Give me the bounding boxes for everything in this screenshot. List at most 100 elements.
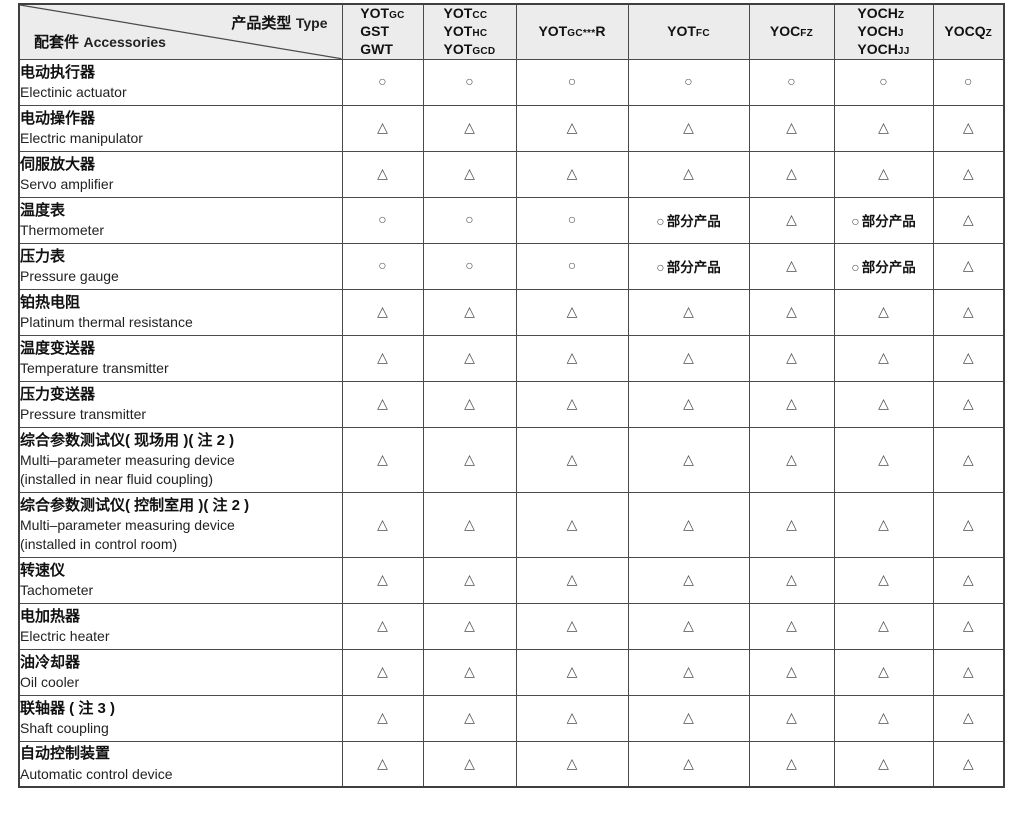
cell-triangle: △ [833,694,934,742]
cell-triangle: △ [627,602,750,650]
row-label: 油冷却器 Oil cooler [18,648,343,696]
partial-products-label: 部分产品 [666,213,721,229]
model-name-segment: YOT [443,22,473,39]
cell-triangle: △ [341,556,424,604]
row-label-en: Thermometer [20,221,105,238]
circle-symbol: ○ [567,211,577,228]
cell-circle: ○ [515,242,629,290]
model-name-segment: YOCH [857,22,898,39]
cell-triangle: △ [422,334,517,382]
cell-triangle: △ [833,740,934,788]
triangle-symbol: △ [566,617,578,634]
row-label-en: (installed in near fluid coupling) [20,470,213,487]
row-label-zh: 电动操作器 [20,109,96,127]
triangle-symbol: △ [786,211,797,228]
row-label: 压力变送器 Pressure transmitter [18,380,343,428]
triangle-symbol: △ [878,395,889,412]
cell-circle: ○ [422,196,517,244]
triangle-symbol: △ [377,349,388,366]
cell-triangle: △ [515,694,629,742]
row-label-en: Electric heater [20,627,110,644]
cell-triangle: △ [341,426,424,493]
cell-triangle: △ [422,648,517,696]
circle-symbol: ○ [851,258,860,275]
row-label-zh: 油冷却器 [20,653,81,671]
cell-triangle: △ [627,104,750,152]
model-name-segment: FC [695,27,710,39]
triangle-symbol: △ [962,119,974,136]
triangle-symbol: △ [962,450,974,467]
cell-triangle: △ [932,648,1005,696]
row-label: 综合参数测试仪( 控制室用 )( 注 2 ) Multi–parameter me… [18,491,343,558]
cell-triangle: △ [932,334,1005,382]
model-name-segment: HC [472,27,488,39]
row-label-en: Servo amplifier [20,175,114,192]
model-name-segment: GC [567,27,583,39]
table-row: 温度变送器 Temperature transmitter △ △ △ △ △ △ △ [18,334,1005,382]
model-name: YOCFZ [770,23,813,41]
triangle-symbol: △ [464,349,475,366]
model-name-segment: CC [472,10,488,21]
model-name: YOTHC [444,23,488,41]
row-label-zh: 联轴器 ( 注 3 ) [20,699,116,717]
accessories-header-en: Accessories [83,33,166,50]
cell-triangle: △ [748,602,835,650]
triangle-symbol: △ [962,303,974,320]
model-name-segment: YOCH [857,5,898,21]
row-label: 电动执行器 Electinic actuator [18,58,343,106]
diagonal-divider-line [20,5,342,59]
cell-triangle: △ [932,288,1005,336]
column-header-yotcc-yothc-yotgcd: YOTCC YOTHC YOT GCD [422,3,517,60]
product-type-header-zh: 产品类型 [231,15,292,32]
cell-triangle: △ [422,380,517,428]
cell-circle: ○ [515,58,629,106]
cell-triangle: △ [748,242,835,290]
table-row: 温度表 Thermometer ○ ○ ○ ○ 部分产品 △ ○ 部分产品 △ [18,196,1005,244]
row-label-zh: 温度变送器 [20,339,96,357]
table-body: 电动执行器 Electinic actuator ○ ○ ○ ○ ○ ○ ○ 电动操作器 Elect… [18,58,1005,788]
corner-header-cell: 产品类型 Type 配套件 Accessories [18,3,343,60]
triangle-symbol: △ [962,515,974,532]
model-name-segment: YOCH [857,40,898,57]
cell-triangle: △ [515,426,629,493]
cell-triangle: △ [515,334,629,382]
circle-symbol: ○ [465,211,474,228]
cell-triangle: △ [422,602,517,650]
circle-symbol: ○ [378,257,387,274]
cell-triangle: △ [515,491,629,558]
cell-triangle: △ [833,104,934,152]
triangle-symbol: △ [566,515,578,532]
triangle-symbol: △ [377,165,388,182]
triangle-symbol: △ [878,663,889,680]
triangle-symbol: △ [878,349,889,366]
triangle-symbol: △ [377,571,388,588]
cell-circle-partial: ○ 部分产品 [627,242,750,290]
triangle-symbol: △ [683,349,694,366]
column-header-yocfz: YOCFZ [748,3,835,60]
cell-triangle: △ [748,426,835,493]
cell-triangle: △ [833,288,934,336]
model-name-segment: GCD [472,45,496,57]
row-label-zh: 综合参数测试仪( 控制室用 )( 注 2 ) [20,496,250,514]
column-header-yocqz: YOCQZ [932,3,1005,60]
model-name: GST [360,23,389,41]
triangle-symbol: △ [377,709,388,726]
triangle-symbol: △ [878,515,889,532]
triangle-symbol: △ [683,119,694,136]
row-label-zh: 压力表 [20,247,66,265]
triangle-symbol: △ [786,663,797,680]
circle-symbol: ○ [879,73,888,90]
cell-triangle: △ [422,104,517,152]
cell-circle: ○ [833,58,934,106]
cell-circle: ○ [748,58,835,106]
model-name-segment: J [897,27,904,39]
triangle-symbol: △ [962,349,974,366]
cell-triangle: △ [422,694,517,742]
row-label-en: (installed in control room) [20,535,178,552]
cell-triangle: △ [833,556,934,604]
circle-symbol: ○ [851,212,860,229]
model-name: YOTCC [444,5,488,23]
cell-triangle: △ [515,740,629,788]
row-label-zh: 转速仪 [20,561,66,579]
cell-circle-partial: ○ 部分产品 [833,196,934,244]
